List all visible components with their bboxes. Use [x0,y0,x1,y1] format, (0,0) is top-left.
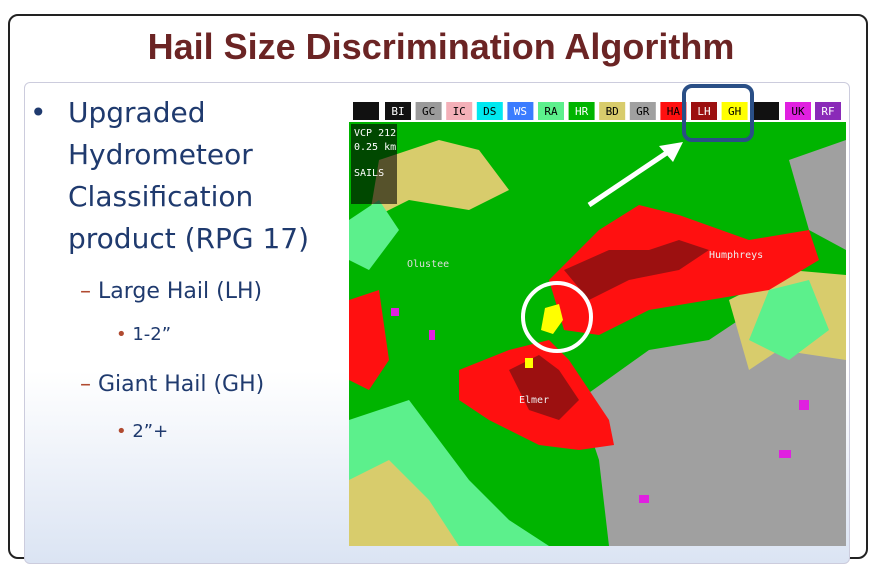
place-label: Elmer [519,395,549,406]
highlight-box [682,84,754,142]
legend-swatch [629,102,656,120]
heavy-rain-hail [549,205,819,335]
legend-lead [353,102,379,120]
legend-swatch [385,102,411,120]
unknown-pixel [391,308,399,316]
info-box [351,124,397,204]
legend-swatch [815,102,841,120]
legend-code: UK [791,105,805,118]
giant-hail [541,304,563,334]
sub-bullet-text: Large Hail (LH) [98,279,263,304]
sub-bullet: – Large Hail (LH) [80,279,263,304]
detail-text: 1-2” [132,324,172,345]
legend-code: GC [422,105,435,118]
slide-title: Hail Size Discrimination Algorithm [147,26,735,67]
rain-area [749,280,829,360]
legend-code: GR [636,105,650,118]
sub-bullet-text: Giant Hail (GH) [98,372,265,397]
legend-swatch [660,102,687,120]
unknown-pixel [429,330,435,340]
legend-swatch [446,102,473,120]
place-label: Humphreys [709,250,763,261]
unknown-pixel [639,495,649,503]
legend-swatch [538,102,564,120]
legend-code: IC [453,105,466,118]
legend-code: WS [514,105,527,118]
legend-code: BI [391,105,404,118]
legend-swatch [721,102,748,120]
info-text: SAILS [354,168,384,179]
info-text: VCP 212 [354,128,396,139]
dust-area [369,140,509,220]
sub-bullet: – Giant Hail (GH) [80,372,265,397]
detail-bullet: • 1-2” [116,324,172,345]
ground-clutter [789,140,846,250]
highlight-rect [682,84,754,142]
legend-code: HR [575,105,589,118]
giant-hail [525,358,533,368]
legend-swatch [476,102,503,120]
legend-swatch [599,102,626,120]
bullet-dot: • [30,96,47,129]
legend-code: HA [667,105,681,118]
legend: BI GC IC DS WS RA HR BD GR HA LH GH UK RF [353,102,841,120]
unknown-pixels [391,308,809,503]
legend-gap [753,102,779,120]
rain-area [349,200,399,270]
arrow-shaft [587,147,673,208]
heavy-rain-hail [349,290,389,390]
highlight-circle [521,281,593,353]
legend-swatch [415,102,442,120]
large-hail [509,355,579,420]
legend-code: RF [821,105,834,118]
large-hail [564,240,709,300]
legend-code: DS [483,105,496,118]
place-label: Olustee [407,259,449,270]
detail-bullet: • 2”+ [116,421,169,442]
main-bullet: Upgraded Hydrometeor Classification prod… [68,96,310,255]
radar-image: BI GC IC DS WS RA HR BD GR HA LH GH UK RF VCP 212 0.2… [349,100,846,546]
unknown-pixel [779,450,791,458]
legend-swatch [691,102,717,120]
legend-code: BD [606,105,619,118]
legend-swatch [785,102,811,120]
dust-area [349,460,459,546]
slide: Hail Size Discrimination Algorithm • Upg… [8,14,868,564]
arrow-head [659,142,683,162]
info-text: 0.25 km [354,142,396,153]
unknown-pixel [799,400,809,410]
legend-code: GH [728,105,741,118]
legend-swatch [568,102,595,120]
legend-code: RA [544,105,558,118]
legend-code: LH [697,105,710,118]
legend-swatch [507,102,534,120]
detail-text: 2”+ [132,421,169,442]
